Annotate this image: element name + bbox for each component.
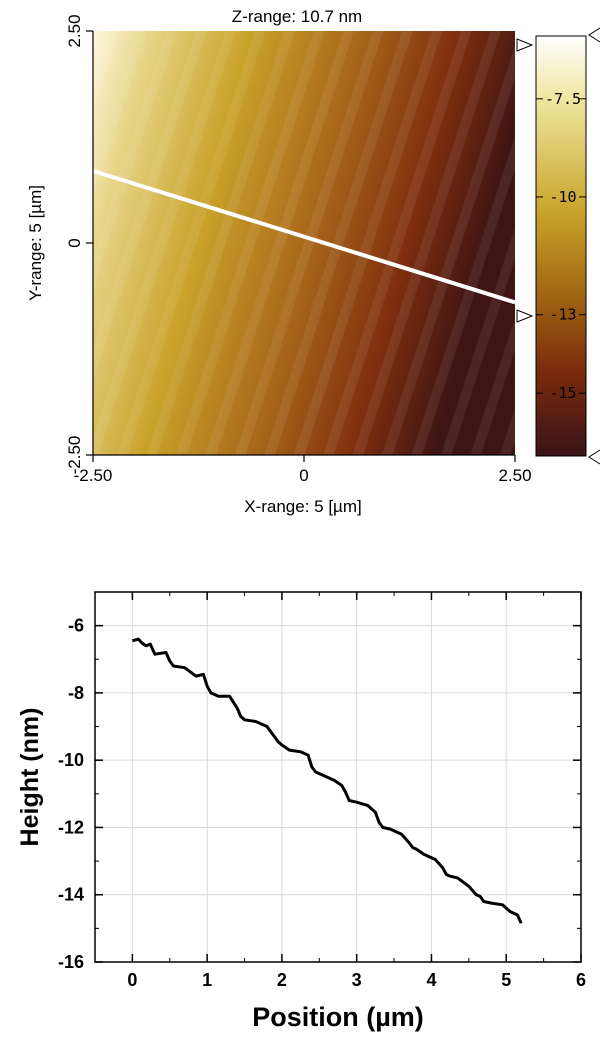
colorbar-tick-label: -13 xyxy=(549,306,576,324)
colorbar-arrow-top-icon xyxy=(588,27,601,43)
profile-chart-panel: 0 1 2 3 4 5 6 -16 -14 -12 -10 -8 -6 Position (µm) He… xyxy=(16,591,586,1032)
afm-y-tick-label: -2.50 xyxy=(65,436,84,475)
afm-title: Z-range: 10.7 nm xyxy=(232,7,362,26)
profile-line xyxy=(92,169,516,305)
y-tick-label: -14 xyxy=(58,885,84,905)
profile-ticks: 0 1 2 3 4 5 6 -16 -14 -12 -10 -8 -6 xyxy=(58,591,586,990)
afm-terrace-overlay xyxy=(93,31,515,455)
colorbar-tick-label: -15 xyxy=(549,384,576,402)
colorbar-marker-mid-icon xyxy=(516,309,534,323)
x-tick-label: 1 xyxy=(202,970,212,990)
x-tick-label: 0 xyxy=(127,970,137,990)
afm-ticks: -2.50 0 2.50 -2.50 0 2.50 xyxy=(65,14,532,485)
y-tick-label: -10 xyxy=(58,750,84,770)
afm-image-panel: Z-range: 10.7 nm -2.50 0 2.50 -2.50 0 2.50 X-… xyxy=(26,7,601,516)
profile-y-label: Height (nm) xyxy=(16,708,44,847)
height-profile-series xyxy=(131,637,523,924)
afm-x-tick-label: -2.50 xyxy=(74,466,113,485)
colorbar-ticks: -7.5 -10 -13 -15 xyxy=(536,90,586,402)
x-tick-label: 5 xyxy=(501,970,511,990)
colorbar-marker-top-icon xyxy=(516,38,534,52)
profile-x-label: Position (µm) xyxy=(252,1002,424,1032)
y-tick-label: -16 xyxy=(58,952,84,972)
afm-y-tick-label: 0 xyxy=(65,238,84,247)
afm-x-tick-label: 0 xyxy=(299,466,308,485)
afm-y-tick-label: 2.50 xyxy=(65,14,84,47)
colorbar-tick-label: -10 xyxy=(549,188,576,206)
profile-plot-frame xyxy=(94,591,582,963)
x-tick-label: 2 xyxy=(277,970,287,990)
colorbar xyxy=(535,35,587,457)
afm-y-label: Y-range: 5 [µm] xyxy=(26,185,45,301)
colorbar-tick-label: -7.5 xyxy=(545,90,581,108)
y-tick-label: -6 xyxy=(68,616,84,636)
y-tick-label: -12 xyxy=(58,817,84,837)
afm-x-label: X-range: 5 [µm] xyxy=(244,497,362,516)
x-tick-label: 4 xyxy=(426,970,436,990)
colorbar-arrow-bottom-icon xyxy=(588,449,601,465)
profile-grid xyxy=(95,592,582,963)
afm-x-tick-label: 2.50 xyxy=(498,466,531,485)
x-tick-label: 6 xyxy=(576,970,586,990)
x-tick-label: 3 xyxy=(352,970,362,990)
y-tick-label: -8 xyxy=(68,683,84,703)
